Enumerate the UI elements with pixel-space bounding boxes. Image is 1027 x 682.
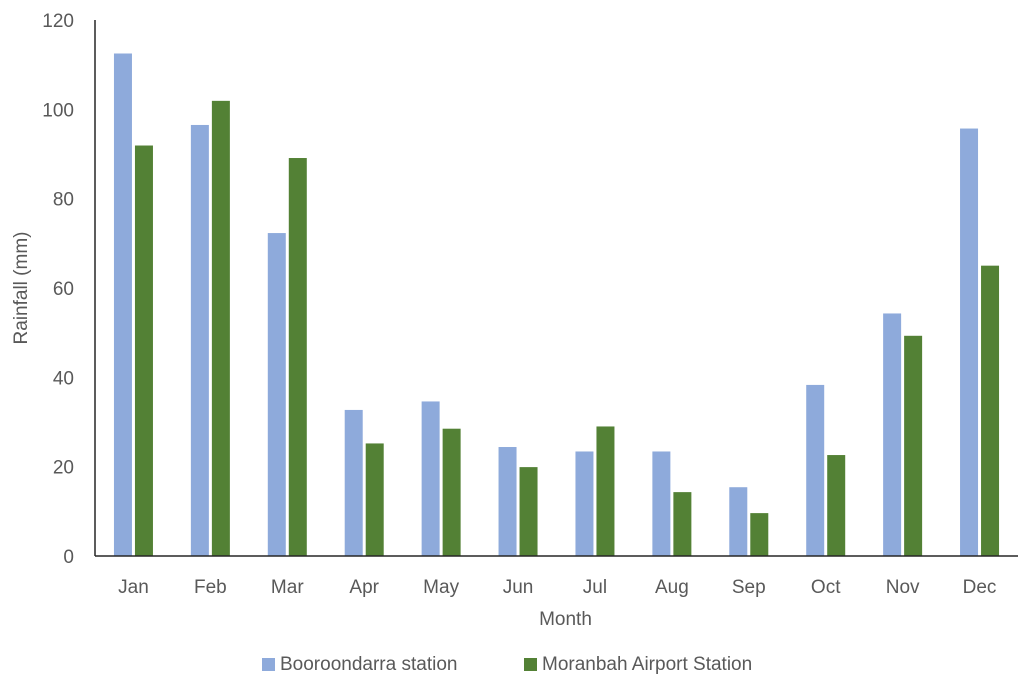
- x-tick-label-oct: Oct: [811, 577, 841, 598]
- bar-moranbah-airport-station-jul: [596, 426, 615, 556]
- bar-booroondarra-station-feb: [190, 124, 209, 556]
- bar-moranbah-airport-station-feb: [211, 100, 230, 556]
- legend-label-moranbah-airport-station: Moranbah Airport Station: [542, 654, 752, 675]
- x-tick-label-may: May: [423, 577, 459, 598]
- legend-label-booroondarra-station: Booroondarra station: [280, 654, 457, 675]
- y-tick-label: 80: [53, 190, 74, 211]
- x-tick-label-jun: Jun: [503, 577, 534, 598]
- bar-booroondarra-station-jan: [113, 53, 132, 556]
- bar-moranbah-airport-station-oct: [827, 455, 846, 556]
- x-axis-title: Month: [539, 609, 592, 630]
- x-tick-label-dec: Dec: [963, 577, 997, 598]
- x-tick-label-feb: Feb: [194, 577, 227, 598]
- bar-booroondarra-station-jun: [498, 447, 517, 556]
- bar-moranbah-airport-station-jun: [519, 467, 538, 556]
- bar-booroondarra-station-oct: [806, 384, 825, 556]
- y-tick-label: 40: [53, 368, 74, 389]
- bars: [113, 53, 1000, 557]
- bar-booroondarra-station-sep: [729, 487, 748, 556]
- x-axis-tick-labels: Jan Feb Mar Apr May Jun Jul Aug Sep Oct Nov Dec: [118, 577, 996, 598]
- bar-moranbah-airport-station-jan: [134, 145, 153, 556]
- y-tick-label: 0: [63, 547, 74, 568]
- legend-swatch-booroondarra-station: [262, 658, 275, 671]
- x-tick-label-jul: Jul: [583, 577, 607, 598]
- bar-moranbah-airport-station-aug: [673, 492, 692, 556]
- bar-booroondarra-station-may: [421, 401, 440, 556]
- y-tick-label: 100: [42, 100, 74, 121]
- y-axis-title: Rainfall (mm): [11, 232, 32, 345]
- bar-moranbah-airport-station-apr: [365, 443, 384, 556]
- bar-moranbah-airport-station-nov: [904, 335, 923, 556]
- x-tick-label-apr: Apr: [349, 577, 379, 598]
- x-tick-label-nov: Nov: [886, 577, 920, 598]
- y-tick-label: 20: [53, 458, 74, 479]
- bar-moranbah-airport-station-dec: [981, 265, 1000, 556]
- x-tick-label-sep: Sep: [732, 577, 766, 598]
- y-tick-label: 120: [42, 11, 74, 32]
- bar-moranbah-airport-station-mar: [288, 158, 307, 556]
- legend-swatch-moranbah-airport-station: [524, 658, 537, 671]
- bar-booroondarra-station-nov: [883, 313, 902, 556]
- x-tick-label-mar: Mar: [271, 577, 304, 598]
- y-tick-label: 60: [53, 279, 74, 300]
- bar-moranbah-airport-station-sep: [750, 513, 769, 556]
- bar-booroondarra-station-aug: [652, 451, 671, 556]
- bar-moranbah-airport-station-may: [442, 428, 461, 556]
- bar-booroondarra-station-apr: [344, 409, 363, 556]
- bar-booroondarra-station-mar: [267, 233, 286, 556]
- bar-booroondarra-station-jul: [575, 451, 594, 556]
- x-tick-label-aug: Aug: [655, 577, 689, 598]
- legend: Booroondarra station Moranbah Airport Sta…: [262, 654, 752, 675]
- y-axis-tick-labels: 0 20 40 60 80 100 120: [42, 11, 74, 568]
- bar-booroondarra-station-dec: [960, 128, 979, 557]
- x-tick-label-jan: Jan: [118, 577, 149, 598]
